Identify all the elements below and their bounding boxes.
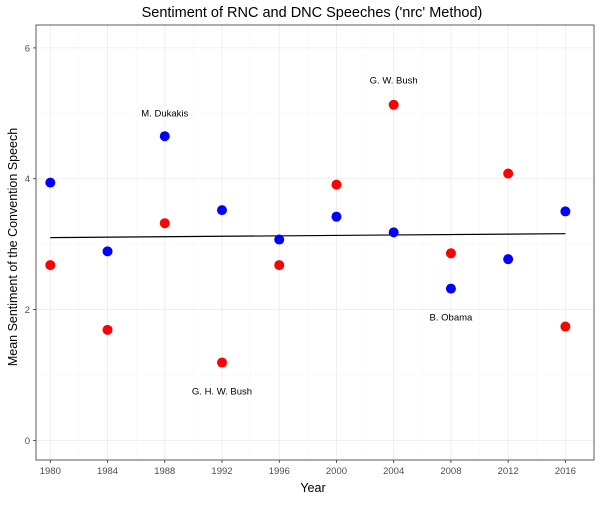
data-point [274,234,285,245]
annotation-label: B. Obama [430,312,473,323]
x-axis-title: Year [300,481,325,495]
data-point [331,179,342,190]
y-tick-label: 4 [25,174,30,185]
data-point [445,283,456,294]
y-axis-title: Mean Sentiment of the Convention Speech [6,128,20,366]
data-point [45,177,56,188]
x-tick-label: 2008 [440,466,461,477]
data-point [503,168,514,179]
x-tick-label: 1984 [97,466,118,477]
annotation-label: G. W. Bush [370,76,418,87]
data-point [388,99,399,110]
data-point [217,357,227,368]
trend-line [50,233,566,239]
x-tick-label: 2004 [383,466,404,477]
trend-line-layer [50,233,566,239]
chart-title: Sentiment of RNC and DNC Speeches ('nrc'… [142,5,483,21]
data-point [159,218,170,229]
data-point [560,321,571,332]
data-point [45,260,56,271]
axes: 1980 1984 1988 1992 1996 2000 2004 2008 2012 2016… [25,43,576,477]
annotations: M. Dukakis G. W. Bush B. Obama G. H. W. Bus… [141,76,473,398]
grid-lines [36,25,594,460]
x-tick-label: 1992 [211,466,232,477]
x-tick-label: 1988 [154,466,175,477]
data-point [560,206,571,217]
data-point [388,227,399,238]
x-tick-label: 2012 [498,466,519,477]
x-tick-label: 2016 [555,466,576,477]
annotation-label: G. H. W. Bush [192,386,252,397]
data-points [45,99,571,368]
data-point [274,260,285,271]
data-point [503,254,514,265]
y-tick-label: 0 [25,436,30,447]
annotation-label: M. Dukakis [141,108,188,119]
x-tick-label: 1980 [40,466,61,477]
data-point [159,131,170,142]
data-point [102,324,113,335]
y-tick-label: 6 [25,43,30,54]
data-point [445,248,456,259]
y-tick-label: 2 [25,305,30,316]
data-point [217,205,227,216]
panel-border [35,24,595,461]
x-tick-label: 2000 [326,466,347,477]
x-tick-label: 1996 [269,466,290,477]
data-point [331,211,342,222]
data-point [102,246,113,257]
